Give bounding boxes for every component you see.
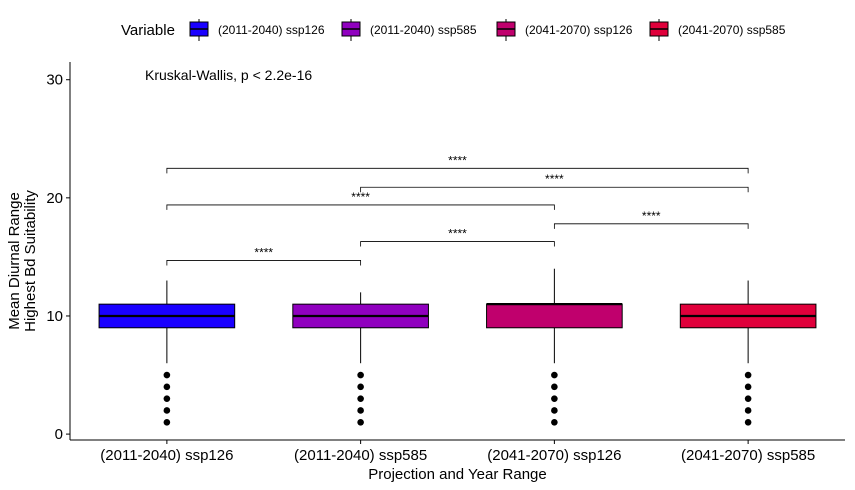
legend-label: (2011-2040) ssp126 (218, 23, 325, 37)
legend-item: (2041-2070) ssp126 (496, 19, 633, 41)
legend-label: (2041-2070) ssp585 (678, 23, 786, 37)
legend-label: (2041-2070) ssp126 (525, 23, 633, 37)
y-axis-title-line: Mean Diurnal Range (6, 192, 23, 330)
x-tick-label: (2041-2070) ssp585 (681, 447, 815, 464)
x-tick-label: (2011-2040) ssp126 (100, 447, 233, 464)
x-tick-label: (2041-2070) ssp126 (487, 447, 621, 464)
legend: Variable (2011-2040) ssp126 (2011-2040) s… (121, 19, 786, 41)
outlier-point (551, 407, 558, 414)
outlier-point (163, 418, 171, 426)
outlier-point (744, 383, 752, 391)
legend-item: (2041-2070) ssp585 (649, 19, 786, 41)
legend-title: Variable (121, 22, 175, 39)
outlier-point (744, 418, 752, 426)
significance-bracket: **** (166, 245, 362, 266)
kruskal-wallis-annotation: Kruskal-Wallis, p < 2.2e-16 (145, 67, 312, 83)
significance-bracket: **** (360, 227, 555, 247)
y-tick-label: 30 (46, 72, 63, 89)
significance-bracket: **** (166, 153, 749, 174)
legend-item: (2011-2040) ssp585 (341, 19, 477, 41)
outlier-point (163, 383, 171, 391)
outlier-point (163, 371, 171, 379)
bracket-line (360, 186, 749, 193)
box-group (98, 280, 236, 426)
axes: 0 10 20 30 (2011-2040) ssp126 (2011-2040) ssp… (46, 62, 845, 464)
outlier-point (357, 383, 364, 391)
bracket-line (166, 167, 749, 174)
significance-label: **** (254, 245, 273, 259)
outlier-point (163, 395, 171, 402)
significance-bracket: **** (553, 209, 749, 229)
bracket-line (553, 223, 749, 229)
box-group (679, 280, 817, 426)
outlier-point (357, 407, 364, 414)
bracket-line (360, 241, 555, 247)
legend-item: (2011-2040) ssp126 (189, 19, 325, 41)
y-axis-title: Mean Diurnal RangeHighest Bd Suitability (6, 190, 39, 332)
plot-area: **** **** **** **** **** **** (98, 153, 817, 426)
significance-label: **** (642, 209, 661, 223)
box (486, 303, 623, 329)
significance-label: **** (351, 190, 370, 204)
legend-label: (2011-2040) ssp585 (370, 23, 477, 37)
x-axis-title: Projection and Year Range (368, 466, 546, 483)
outlier-point (551, 395, 558, 402)
significance-bracket: **** (360, 172, 749, 193)
outlier-point (357, 395, 364, 402)
significance-bracket: **** (166, 190, 555, 210)
outlier-point (744, 395, 752, 402)
significance-label: **** (448, 153, 467, 167)
box-group (486, 268, 623, 426)
outlier-point (357, 418, 364, 426)
outlier-point (163, 407, 171, 414)
y-tick-label: 0 (55, 426, 63, 443)
y-tick-label: 20 (46, 190, 63, 207)
outlier-point (551, 371, 558, 379)
box-group (292, 292, 429, 426)
bracket-line (166, 260, 362, 266)
outlier-point (551, 383, 558, 391)
significance-label: **** (448, 227, 467, 241)
outlier-point (551, 418, 558, 426)
outlier-point (744, 407, 752, 414)
y-axis-title-line: Highest Bd Suitability (22, 190, 39, 332)
bracket-line (166, 204, 555, 210)
significance-label: **** (545, 172, 564, 186)
x-tick-label: (2011-2040) ssp585 (294, 447, 427, 464)
outlier-point (744, 371, 752, 379)
y-tick-label: 10 (46, 308, 63, 325)
outlier-point (357, 371, 364, 379)
